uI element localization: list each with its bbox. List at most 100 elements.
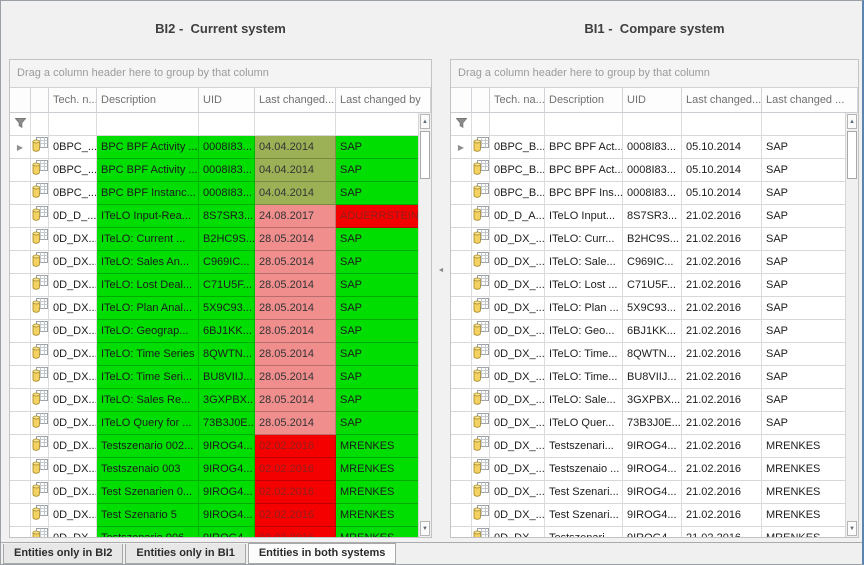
current-row-arrow-icon: ▶ bbox=[457, 143, 465, 152]
table-row[interactable]: 0D_DX... Testszenari... 9IROG4... 21.02.… bbox=[451, 527, 858, 537]
cell-uid: C969IC... bbox=[199, 251, 255, 274]
table-row[interactable]: 0D_DX_... ITeLO: Geo... 6BJ1KK... 21.02.… bbox=[451, 320, 858, 343]
table-row[interactable]: 0BPC_... BPC BPF Instanc... 0008I83... 0… bbox=[10, 182, 431, 205]
cell-last-changed-date: 28.05.2014 bbox=[255, 412, 336, 435]
infoprovider-table-icon bbox=[472, 274, 490, 297]
cell-last-changed-by: SAP bbox=[762, 251, 858, 274]
infoprovider-table-icon bbox=[472, 435, 490, 458]
column-header-uid[interactable]: UID bbox=[199, 88, 255, 113]
column-header-description[interactable]: Description bbox=[545, 88, 623, 113]
tab-entities-only-in-bi2[interactable]: Entities only in BI2 bbox=[3, 544, 124, 564]
table-row[interactable]: 0D_D_... ITeLO Input-Rea... 8S7SR3... 24… bbox=[10, 205, 431, 228]
table-row[interactable]: 0D_DX_... Testszenari... 9IROG4... 21.02… bbox=[451, 435, 858, 458]
table-row[interactable]: 0D_DX_... ITeLO: Sale... 3GXPBX... 21.02… bbox=[451, 389, 858, 412]
infoprovider-table-icon bbox=[472, 366, 490, 389]
panel-splitter[interactable]: ◄ bbox=[432, 59, 450, 538]
table-row[interactable]: 0D_DX... Testszenario 002... 9IROG4... 0… bbox=[10, 435, 431, 458]
table-row[interactable]: 0D_DX... ITeLO: Sales An... C969IC... 28… bbox=[10, 251, 431, 274]
table-row[interactable]: 0D_DX... Testszenaio 003 9IROG4... 02.02… bbox=[10, 458, 431, 481]
table-row[interactable]: 0D_D_A... ITeLO Input... 8S7SR3... 21.02… bbox=[451, 205, 858, 228]
cell-tech-name: 0D_D_A... bbox=[490, 205, 545, 228]
table-row[interactable]: 0BPC_B... BPC BPF Ins... 0008I83... 05.1… bbox=[451, 182, 858, 205]
table-row[interactable]: 0D_DX... ITeLO: Geograp... 6BJ1KK... 28.… bbox=[10, 320, 431, 343]
cell-last-changed-by: SAP bbox=[336, 182, 431, 205]
vertical-scrollbar-right[interactable]: ▲ ▼ bbox=[845, 113, 858, 537]
cell-uid: 9IROG4... bbox=[623, 435, 682, 458]
filter-input-uid[interactable] bbox=[623, 113, 682, 136]
filter-input-tech-name[interactable] bbox=[490, 113, 545, 136]
scroll-up-button[interactable]: ▲ bbox=[847, 114, 857, 129]
cell-description: Test Szenari... bbox=[545, 481, 623, 504]
table-row[interactable]: 0D_DX_... ITeLO: Curr... B2HC9S... 21.02… bbox=[451, 228, 858, 251]
vertical-scrollbar-left[interactable]: ▲ ▼ bbox=[418, 113, 431, 537]
table-row[interactable]: 0D_DX_... ITeLO: Lost ... C71U5F... 21.0… bbox=[451, 274, 858, 297]
table-row[interactable]: 0D_DX_... Testszenaio ... 9IROG4... 21.0… bbox=[451, 458, 858, 481]
cell-last-changed-date: 02.02.2016 bbox=[255, 435, 336, 458]
cell-last-changed-date: 04.04.2014 bbox=[255, 136, 336, 159]
table-row[interactable]: 0D_DX... ITeLO Query for ... 73B3J0E... … bbox=[10, 412, 431, 435]
filter-input-last-changed[interactable] bbox=[682, 113, 762, 136]
column-header-tech-name[interactable]: Tech. na... bbox=[490, 88, 545, 113]
table-row[interactable]: 0D_DX... ITeLO: Time Seri... BU8VIIJ... … bbox=[10, 366, 431, 389]
filter-input-last-changed-by[interactable] bbox=[762, 113, 858, 136]
table-row[interactable]: 0D_DX... Test Szenario 5 9IROG4... 02.02… bbox=[10, 504, 431, 527]
cell-description: Testszenari... bbox=[545, 527, 623, 537]
table-row[interactable]: 0D_DX... ITeLO: Lost Deal... C71U5F... 2… bbox=[10, 274, 431, 297]
cell-last-changed-date: 05.10.2014 bbox=[682, 159, 762, 182]
cell-last-changed-by: MRENKES bbox=[336, 481, 431, 504]
tab-entities-only-in-bi1[interactable]: Entities only in BI1 bbox=[125, 544, 246, 564]
filter-input-uid[interactable] bbox=[199, 113, 255, 136]
table-row[interactable]: 0D_DX... Test Szenarien 0... 9IROG4... 0… bbox=[10, 481, 431, 504]
cell-description: Test Szenario 5 bbox=[97, 504, 199, 527]
cell-last-changed-by: SAP bbox=[336, 251, 431, 274]
table-row[interactable]: 0BPC_... BPC BPF Activity ... 0008I83...… bbox=[10, 159, 431, 182]
table-row[interactable]: 0D_DX_... ITeLO: Sale... C969IC... 21.02… bbox=[451, 251, 858, 274]
table-row[interactable]: 0D_DX... ITeLO: Plan Anal... 5X9C93... 2… bbox=[10, 297, 431, 320]
table-row[interactable]: 0D_DX_... ITeLO Quer... 73B3J0E... 21.02… bbox=[451, 412, 858, 435]
cell-tech-name: 0BPC_... bbox=[49, 159, 97, 182]
column-header-last-changed-by[interactable]: Last changed by bbox=[336, 88, 431, 113]
splitter-collapse-icon[interactable]: ◄ bbox=[437, 267, 445, 274]
filter-input-description[interactable] bbox=[97, 113, 199, 136]
column-header-tech-name[interactable]: Tech. n... bbox=[49, 88, 97, 113]
infoprovider-table-icon bbox=[31, 343, 49, 366]
table-row[interactable]: 0D_DX_... ITeLO: Plan ... 5X9C93... 21.0… bbox=[451, 297, 858, 320]
cell-last-changed-date: 21.02.2016 bbox=[682, 251, 762, 274]
scroll-up-button[interactable]: ▲ bbox=[420, 114, 430, 129]
scroll-down-button[interactable]: ▼ bbox=[847, 521, 857, 536]
filter-input-tech-name[interactable] bbox=[49, 113, 97, 136]
cell-uid: B2HC9S... bbox=[199, 228, 255, 251]
table-row[interactable]: 0D_DX_... Test Szenari... 9IROG4... 21.0… bbox=[451, 481, 858, 504]
column-header-uid[interactable]: UID bbox=[623, 88, 682, 113]
table-row[interactable]: 0D_DX_... Test Szenari... 9IROG4... 21.0… bbox=[451, 504, 858, 527]
cell-last-changed-by: MRENKES bbox=[336, 527, 431, 537]
table-row[interactable]: 0D_DX... ITeLO: Current ... B2HC9S... 28… bbox=[10, 228, 431, 251]
table-row[interactable]: 0D_DX... Testszenario 006 9IROG4... 02.0… bbox=[10, 527, 431, 537]
row-indicator bbox=[10, 228, 31, 251]
cell-tech-name: 0BPC_... bbox=[49, 182, 97, 205]
table-row[interactable]: 0D_DX_... ITeLO: Time... 8QWTN... 21.02.… bbox=[451, 343, 858, 366]
table-row[interactable]: ▶ 0BPC_... BPC BPF Activity ... 0008I83.… bbox=[10, 136, 431, 159]
header-icon-col bbox=[31, 88, 49, 113]
tab-entities-in-both-systems[interactable]: Entities in both systems bbox=[247, 543, 397, 564]
filter-input-last-changed-by[interactable] bbox=[336, 113, 431, 136]
row-indicator bbox=[10, 182, 31, 205]
table-row[interactable]: 0D_DX_... ITeLO: Time... BU8VIIJ... 21.0… bbox=[451, 366, 858, 389]
table-row[interactable]: ▶ 0BPC_B... BPC BPF Act... 0008I83... 05… bbox=[451, 136, 858, 159]
scroll-thumb[interactable] bbox=[420, 131, 430, 179]
table-row[interactable]: 0BPC_B... BPC BPF Act... 0008I83... 05.1… bbox=[451, 159, 858, 182]
cell-last-changed-by: SAP bbox=[762, 182, 858, 205]
table-row[interactable]: 0D_DX... ITeLO: Time Series 8QWTN... 28.… bbox=[10, 343, 431, 366]
column-header-last-changed-by[interactable]: Last changed ... bbox=[762, 88, 858, 113]
panel-title-current-system: BI2 - Current system bbox=[155, 21, 286, 36]
filter-input-last-changed[interactable] bbox=[255, 113, 336, 136]
column-header-description[interactable]: Description bbox=[97, 88, 199, 113]
table-row[interactable]: 0D_DX... ITeLO: Sales Re... 3GXPBX... 28… bbox=[10, 389, 431, 412]
scroll-thumb[interactable] bbox=[847, 131, 857, 179]
filter-button[interactable] bbox=[10, 113, 31, 136]
filter-button[interactable] bbox=[451, 113, 472, 136]
scroll-down-button[interactable]: ▼ bbox=[420, 521, 430, 536]
filter-input-description[interactable] bbox=[545, 113, 623, 136]
column-header-last-changed[interactable]: Last changed... bbox=[255, 88, 336, 113]
column-header-last-changed[interactable]: Last changed... bbox=[682, 88, 762, 113]
